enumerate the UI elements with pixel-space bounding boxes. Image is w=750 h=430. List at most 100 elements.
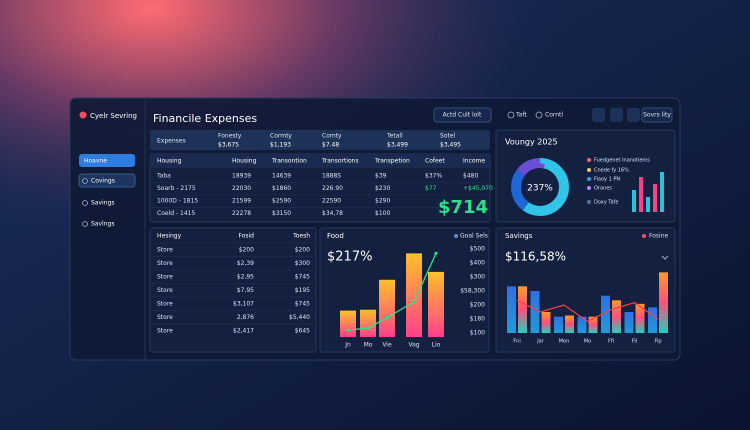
- summary-value: $1,193: [270, 142, 291, 149]
- table-cell: $200: [239, 247, 254, 254]
- table-cell: 22030: [232, 185, 251, 192]
- table-header-bg: [150, 154, 490, 168]
- table-cell: $37%: [425, 173, 442, 180]
- bar: [406, 253, 422, 337]
- table-header: Toesh: [292, 233, 310, 240]
- table-cell: $200: [295, 247, 310, 254]
- nav-item: Savlngs: [91, 221, 114, 228]
- highlight-value: $714: [438, 197, 488, 218]
- axis-label: $58,300: [460, 288, 485, 295]
- nav-item: Savings: [91, 200, 114, 207]
- line-point: [346, 328, 350, 332]
- mini-bar: [632, 190, 636, 212]
- table-cell: 14639: [272, 173, 291, 180]
- table-cell: Store: [157, 314, 173, 321]
- line-point: [412, 300, 416, 304]
- summary-value: $7.48: [322, 142, 339, 149]
- table-cell: $7,95: [237, 287, 254, 294]
- table-header: Income: [463, 158, 485, 165]
- table-cell: $39: [375, 173, 387, 180]
- table-cell: $290: [375, 198, 390, 205]
- summary-label: Tetall: [386, 133, 403, 140]
- legend-label: Fuedgenet Inanotiems: [594, 158, 650, 164]
- mini-bar: [639, 177, 643, 212]
- table-cell: Soarb - 2175: [157, 185, 196, 192]
- table-cell: Store: [157, 328, 173, 335]
- x-label: Ffi: [608, 339, 614, 345]
- table-cell: 21599: [232, 198, 251, 205]
- x-label: Vag: [408, 342, 419, 349]
- table-cell: Coeld - 1415: [157, 210, 195, 217]
- donut-center: 237%: [527, 184, 553, 194]
- bar: [565, 315, 574, 333]
- summary-label: Cormty: [270, 133, 292, 140]
- x-label: Fni: [513, 339, 520, 345]
- line-point: [366, 326, 370, 330]
- x-label: Jar: [536, 339, 545, 345]
- nav-item: Covings: [91, 178, 115, 185]
- bar: [588, 316, 598, 333]
- legend-label: Cnede fy 16%: [594, 168, 629, 174]
- table-cell: Store: [157, 260, 173, 267]
- axis-label: $100: [470, 330, 485, 337]
- nav-icon: [82, 200, 88, 206]
- axis-label: $500: [470, 246, 485, 253]
- table-header: Hesingy: [157, 233, 182, 240]
- button-label: Taft: [515, 112, 527, 119]
- x-label: Mo: [364, 342, 373, 349]
- axis-label: $180: [470, 316, 485, 323]
- legend-label: Fiaoy 1 PN: [594, 177, 620, 183]
- table-cell: $1860: [272, 185, 291, 192]
- icon-button[interactable]: [592, 108, 605, 122]
- chevron[interactable]: [661, 255, 669, 260]
- table-cell: Taba: [156, 173, 171, 180]
- line-point: [434, 251, 438, 255]
- table-cell: +$45,070: [463, 185, 493, 192]
- panel-title: Voungy 2025: [505, 138, 558, 147]
- items-panel: [149, 227, 317, 353]
- summary-label: Sotel: [440, 133, 456, 140]
- table-cell: 226.90: [322, 185, 343, 192]
- table-cell: $195: [295, 287, 310, 294]
- headline: $116,58%: [505, 250, 566, 264]
- nav-item: Hoavne: [84, 158, 107, 165]
- donut-panel: [495, 129, 676, 223]
- button[interactable]: [433, 107, 492, 123]
- bar: [635, 303, 645, 333]
- axis-label: $300: [470, 274, 485, 281]
- table-header: Fosid: [238, 233, 254, 240]
- table-header: Cofeet: [425, 158, 445, 165]
- bar: [577, 316, 587, 333]
- table-cell: $2,417: [233, 328, 254, 335]
- table-cell: Store: [157, 301, 173, 308]
- nav-item-box[interactable]: [78, 173, 136, 188]
- bar: [518, 286, 527, 333]
- summary-bar: [150, 130, 490, 150]
- table-cell: $230: [375, 185, 390, 192]
- bar: [530, 291, 540, 333]
- summary-label: Comty: [322, 133, 342, 140]
- legend-dot: [587, 186, 591, 190]
- table-cell: $2,95: [237, 274, 254, 281]
- x-label: Mon: [559, 339, 570, 345]
- table-cell: Store: [157, 287, 173, 294]
- table-header: Housing: [157, 158, 182, 165]
- table-cell: $745: [295, 301, 310, 308]
- table-cell: 18939: [232, 173, 251, 180]
- table-cell: 2,876: [237, 314, 254, 321]
- page-title: Financile Expenses: [153, 112, 257, 125]
- nav-active[interactable]: [79, 154, 135, 167]
- summary-value: $3,495: [440, 142, 461, 149]
- headline: $217%: [327, 250, 372, 265]
- panel-title: Savings: [505, 232, 533, 240]
- table-cell: $5,440: [289, 314, 310, 321]
- axis-label: $200: [470, 302, 485, 309]
- summary-value: $3,675: [218, 142, 239, 149]
- bar: [379, 279, 395, 337]
- icon-button[interactable]: [610, 108, 623, 122]
- brand-icon: [79, 111, 87, 119]
- icon-button[interactable]: [627, 108, 640, 122]
- bar: [360, 309, 376, 337]
- button[interactable]: [641, 107, 673, 123]
